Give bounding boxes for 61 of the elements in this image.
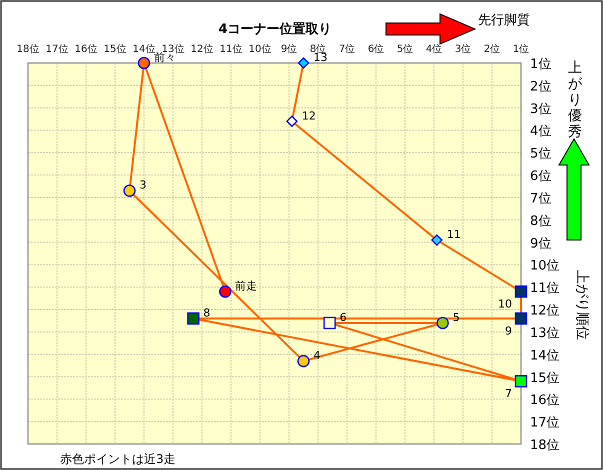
point xyxy=(323,316,336,330)
y-tick-label: 3位 xyxy=(530,102,552,117)
text: 上がり優秀 xyxy=(568,60,583,140)
y-tick-label: 5位 xyxy=(530,146,552,162)
annotation: 8 xyxy=(203,306,210,320)
annotation: 12 xyxy=(302,109,316,122)
y-tick-label: 10位 xyxy=(530,258,560,274)
y-tick-label: 4位 xyxy=(530,124,552,140)
y-axis-title: 上がり順位 xyxy=(574,270,590,340)
x-tick-label: 12位 xyxy=(190,43,214,55)
point xyxy=(123,184,136,197)
y-tick-label: 7位 xyxy=(530,191,552,206)
annotation: 前走 xyxy=(235,280,258,293)
x-tick-label: 2位 xyxy=(484,43,500,55)
y-tick-label: 2位 xyxy=(530,79,552,94)
annotation: 9 xyxy=(505,324,512,338)
annotation: 11 xyxy=(446,228,461,242)
y-tick-label: 13位 xyxy=(530,326,560,341)
point xyxy=(431,234,443,246)
x-tick-label: 5位 xyxy=(396,43,414,55)
point xyxy=(187,312,200,325)
x-tick-label: 17位 xyxy=(46,43,68,55)
point xyxy=(514,375,528,388)
x-tick-label: 15位 xyxy=(104,43,126,55)
y-tick-label: 15位 xyxy=(530,370,560,386)
y-tick-label: 17位 xyxy=(530,416,560,431)
point xyxy=(298,57,310,69)
y-tick-label: 6位 xyxy=(530,169,552,184)
x-tick-label: 9位 xyxy=(280,43,298,55)
point xyxy=(514,312,528,325)
x-tick-label: 18位 xyxy=(16,43,40,55)
x-tick-label: 11位 xyxy=(220,43,242,55)
text: 赤色ポイントは近3走 xyxy=(60,452,176,466)
x-tick-label: 6位 xyxy=(368,43,384,55)
point xyxy=(138,56,150,70)
point xyxy=(286,116,298,127)
y-tick-label: 9位 xyxy=(530,236,552,252)
x-axis-title: 4コーナー位置取り xyxy=(218,22,332,37)
annotation: 7 xyxy=(505,387,512,400)
x-tick-label: 3位 xyxy=(454,43,472,55)
y-tick-label: 1位 xyxy=(530,57,552,72)
x-tick-label: 16位 xyxy=(74,43,98,55)
annotation: 13 xyxy=(314,51,328,64)
annotation: 10 xyxy=(498,298,512,311)
annotation: 3 xyxy=(140,178,146,192)
x-tick-label: 14位 xyxy=(132,43,156,55)
x-tick-label: 10位 xyxy=(248,43,272,55)
point xyxy=(514,285,528,298)
text: 先行脚質 xyxy=(478,13,530,28)
y-tick-label: 18位 xyxy=(530,438,560,453)
point xyxy=(297,354,310,368)
y-tick-label: 11位 xyxy=(530,281,560,296)
y-tick-label: 8位 xyxy=(530,214,552,229)
y-tick-label: 14位 xyxy=(530,348,560,364)
x-tick-label: 7位 xyxy=(338,43,356,55)
point xyxy=(436,316,449,330)
point xyxy=(219,285,232,298)
x-tick-label: 1位 xyxy=(512,43,530,55)
x-tick-label: 4位 xyxy=(426,43,442,55)
y-tick-label: 16位 xyxy=(530,393,560,408)
y-tick-label: 12位 xyxy=(530,304,560,319)
